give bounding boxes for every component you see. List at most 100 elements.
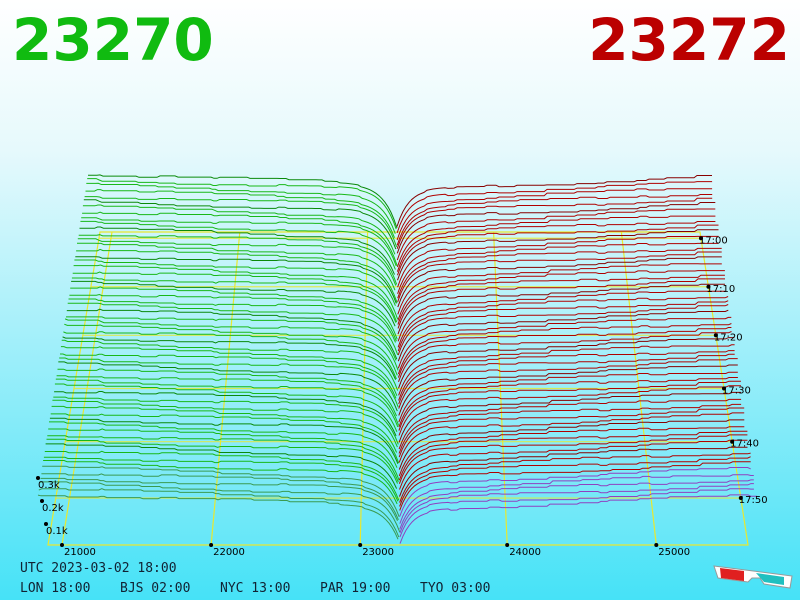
ask-curve bbox=[398, 353, 735, 405]
ask-curve bbox=[397, 263, 722, 315]
ask-curve bbox=[398, 358, 738, 409]
bid-curve bbox=[71, 280, 396, 327]
ask-curve bbox=[397, 270, 725, 321]
ask-curve bbox=[398, 391, 741, 443]
bid-curve bbox=[57, 368, 397, 417]
ask-curve bbox=[398, 385, 741, 436]
bid-curve bbox=[68, 298, 396, 343]
bid-curve bbox=[70, 286, 398, 340]
tick-dot bbox=[209, 543, 214, 547]
ask-curve bbox=[399, 474, 754, 524]
ask-curve bbox=[396, 197, 713, 249]
bid-curve bbox=[37, 494, 399, 540]
bid-curve bbox=[81, 217, 397, 267]
bid-curve bbox=[48, 428, 400, 481]
bid-curve bbox=[86, 182, 396, 234]
tick-dot bbox=[738, 496, 743, 501]
bid-curve bbox=[54, 391, 397, 437]
ask-curve bbox=[396, 215, 716, 268]
bid-price: 23270 bbox=[12, 6, 214, 74]
ask-curve bbox=[399, 467, 751, 517]
tick-dot bbox=[44, 522, 48, 526]
ask-curve bbox=[397, 224, 719, 276]
bid-curve bbox=[51, 405, 398, 453]
ask-curve bbox=[398, 364, 738, 416]
ask-curve bbox=[398, 430, 748, 481]
bid-curve bbox=[75, 256, 397, 304]
ask-curve bbox=[397, 283, 725, 335]
bid-curve bbox=[73, 264, 399, 320]
ask-curve bbox=[399, 446, 748, 497]
ask-curve bbox=[397, 323, 732, 375]
ask-curve bbox=[398, 407, 745, 458]
bid-curve bbox=[78, 234, 398, 285]
ask-curve bbox=[399, 494, 757, 544]
ask-curve bbox=[397, 235, 719, 288]
bid-curve bbox=[45, 443, 398, 489]
ask-curve bbox=[397, 229, 719, 281]
ask-curve bbox=[396, 202, 716, 254]
ask-curve bbox=[398, 344, 735, 396]
price-label: 22000 bbox=[213, 547, 245, 558]
timezone-label: NYC 13:00 bbox=[220, 581, 290, 596]
bid-curve bbox=[62, 336, 397, 380]
ask-curve bbox=[396, 175, 712, 227]
ask-curve bbox=[397, 304, 729, 356]
ask-curve bbox=[397, 247, 722, 299]
ask-curve bbox=[398, 419, 745, 470]
bid-curve bbox=[41, 473, 399, 521]
tick-dot bbox=[713, 333, 718, 338]
tick-dot bbox=[706, 284, 711, 289]
ask-curve bbox=[397, 300, 729, 352]
bid-curve bbox=[66, 308, 398, 360]
bid-curve bbox=[84, 196, 398, 247]
bid-curve bbox=[72, 271, 398, 323]
bid-curve bbox=[77, 238, 397, 286]
tick-dot bbox=[698, 236, 703, 241]
ask-curve bbox=[398, 331, 732, 382]
ask-curve bbox=[396, 221, 716, 272]
ask-curve bbox=[398, 426, 745, 477]
bid-curve bbox=[80, 220, 396, 270]
bid-curve bbox=[49, 421, 398, 468]
ask-curve bbox=[398, 398, 742, 450]
ask-curve bbox=[397, 290, 726, 342]
bid-curve bbox=[77, 242, 396, 291]
bid-curve bbox=[66, 316, 397, 361]
bid-curve bbox=[59, 357, 399, 408]
bid-curve bbox=[82, 211, 398, 266]
ask-curve bbox=[398, 350, 735, 401]
tick-dot bbox=[36, 476, 40, 480]
price-label: 21000 bbox=[64, 547, 96, 558]
ask-curve bbox=[398, 434, 748, 484]
bid-curve bbox=[50, 413, 400, 464]
ask-curve bbox=[398, 403, 742, 454]
timezone-label: TYO 03:00 bbox=[420, 581, 490, 596]
ask-curve bbox=[399, 461, 751, 511]
ask-curve bbox=[398, 377, 738, 428]
time-label: 17:30 bbox=[722, 386, 751, 397]
bid-curve bbox=[67, 302, 399, 355]
ask-curve bbox=[399, 479, 754, 530]
bid-curve bbox=[44, 450, 400, 501]
bid-curve bbox=[38, 488, 400, 538]
ask-curve bbox=[399, 439, 748, 490]
ask-curve bbox=[396, 194, 713, 246]
ask-curve bbox=[397, 296, 729, 348]
tick-dot bbox=[730, 439, 735, 444]
tick-dot bbox=[654, 543, 659, 547]
price-label: 23000 bbox=[362, 547, 394, 558]
timezone-label: LON 18:00 bbox=[20, 581, 90, 596]
bid-curve bbox=[40, 477, 398, 522]
tick-dot bbox=[358, 543, 363, 547]
ask-curve bbox=[399, 456, 751, 507]
bid-curve bbox=[88, 174, 398, 229]
bid-curve bbox=[52, 399, 398, 448]
tick-dot bbox=[722, 386, 726, 391]
utc-time: UTC 2023-03-02 18:00 bbox=[20, 561, 177, 576]
price-label: 25000 bbox=[658, 547, 690, 558]
ask-curve bbox=[397, 256, 722, 308]
depth-label: 0.1k bbox=[46, 526, 68, 537]
bid-curve bbox=[43, 456, 399, 502]
